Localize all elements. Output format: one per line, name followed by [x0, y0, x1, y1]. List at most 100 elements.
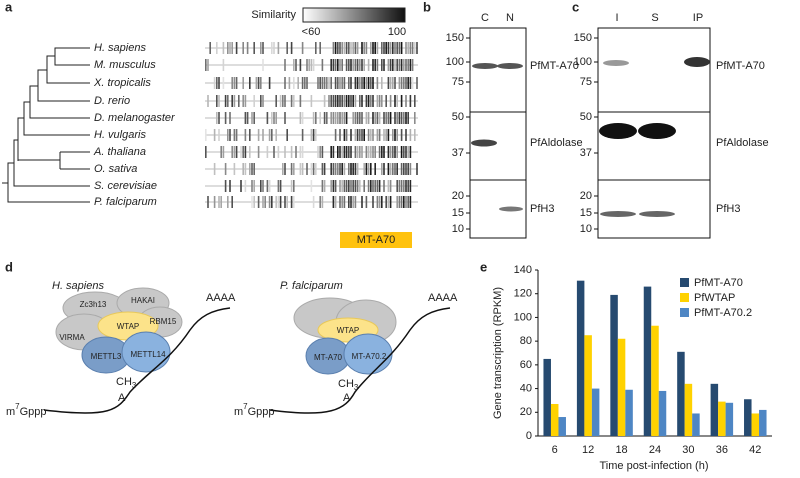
alignment-bar [363, 59, 365, 71]
bar [643, 286, 652, 436]
alignment-bar [244, 112, 247, 124]
alignment-bar [235, 146, 238, 158]
alignment-bar [400, 77, 403, 89]
alignment-bar [273, 146, 275, 158]
alignment-bar [365, 146, 368, 158]
alignment-bar [334, 95, 337, 107]
alignment-bar [315, 112, 317, 124]
alignment-bar [343, 146, 346, 158]
alignment-bar [372, 146, 374, 158]
marker-label: 20 [452, 190, 464, 202]
alignment-bar [383, 129, 385, 141]
marker-label: 75 [580, 76, 592, 88]
alignment-bar [365, 95, 368, 107]
marker-label: 150 [446, 32, 464, 44]
alignment-bar [361, 77, 363, 89]
alignment-bar [367, 180, 370, 192]
alignment-bar [392, 129, 394, 141]
alignment-bar [227, 129, 229, 141]
base-label: A [343, 392, 351, 404]
alignment-bar [398, 180, 401, 192]
alignment-bar [350, 95, 352, 107]
alignment-bar [405, 196, 407, 208]
alignment-bar [376, 59, 379, 71]
alignment-bar [332, 42, 335, 54]
alignment-bar [363, 163, 365, 175]
alignment-bar [352, 59, 354, 71]
alignment-bar [403, 180, 405, 192]
alignment-bar [233, 146, 236, 158]
alignment-bar [343, 95, 346, 107]
protein-label: WTAP [117, 322, 140, 331]
alignment-bar [330, 163, 332, 175]
alignment-bar [400, 42, 403, 54]
alignment-bar [260, 77, 262, 89]
blot-band [600, 211, 636, 217]
marker-label: 10 [580, 223, 592, 235]
alignment-bar [374, 146, 376, 158]
alignment-bar [273, 112, 275, 124]
blot-band [603, 60, 629, 66]
alignment-bar [389, 196, 392, 208]
alignment-bar [400, 59, 403, 71]
alignment-bar [387, 196, 390, 208]
alignment-bar [350, 163, 352, 175]
alignment-bar [222, 59, 225, 71]
alignment-bar [220, 196, 222, 208]
alignment-bar [354, 196, 357, 208]
alignment-bar [266, 146, 269, 158]
alignment-bar [213, 163, 216, 175]
alignment-bar [394, 42, 396, 54]
alignment-bar [350, 129, 352, 141]
alignment-bar [359, 59, 361, 71]
x-tick-label: 24 [649, 444, 661, 456]
alignment-bar [321, 180, 324, 192]
alignment-bar [262, 95, 264, 107]
alignment-bar [345, 180, 348, 192]
alignment-bar [299, 59, 302, 71]
alignment-bar [378, 180, 381, 192]
protein-label: VIRMA [59, 333, 85, 342]
alignment-bar [392, 163, 394, 175]
alignment-bar [350, 196, 352, 208]
alignment-bar [286, 196, 288, 208]
alignment-bar [365, 163, 368, 175]
alignment-bar [224, 95, 227, 107]
alignment-bar [370, 129, 372, 141]
alignment-bar [405, 77, 407, 89]
alignment-bar [409, 42, 412, 54]
alignment-bar [262, 180, 264, 192]
alignment-bar [310, 163, 313, 175]
alignment-bar [332, 146, 335, 158]
alignment-bar [409, 95, 412, 107]
alignment-bar [354, 180, 357, 192]
alignment-bar [242, 95, 244, 107]
blot-band [684, 57, 710, 67]
alignment-bar [264, 196, 266, 208]
lane-label: IP [693, 12, 703, 24]
marker-label: 75 [452, 76, 464, 88]
y-tick-label: 100 [514, 311, 532, 323]
alignment-bar [374, 180, 376, 192]
cap-part: 7 [15, 402, 20, 411]
alignment-bar [290, 180, 293, 192]
alignment-bar [332, 180, 335, 192]
alignment-bar [271, 42, 273, 54]
alignment-bar [398, 59, 401, 71]
x-tick-label: 36 [716, 444, 728, 456]
alignment-bar [242, 163, 244, 175]
alignment-bar [312, 112, 315, 124]
cap-part: Gppp [248, 406, 275, 418]
alignment-bar [400, 196, 403, 208]
alignment-bar [301, 129, 304, 141]
species-label: S. cerevisiae [94, 180, 157, 192]
alignment-bar [409, 129, 412, 141]
alignment-bar [334, 77, 337, 89]
alignment-bar [348, 163, 350, 175]
alignment-bar [326, 77, 328, 89]
bar [751, 413, 760, 436]
methyl-part: 3 [132, 381, 137, 390]
alignment-bar [381, 196, 383, 208]
blot-frame [597, 179, 711, 239]
